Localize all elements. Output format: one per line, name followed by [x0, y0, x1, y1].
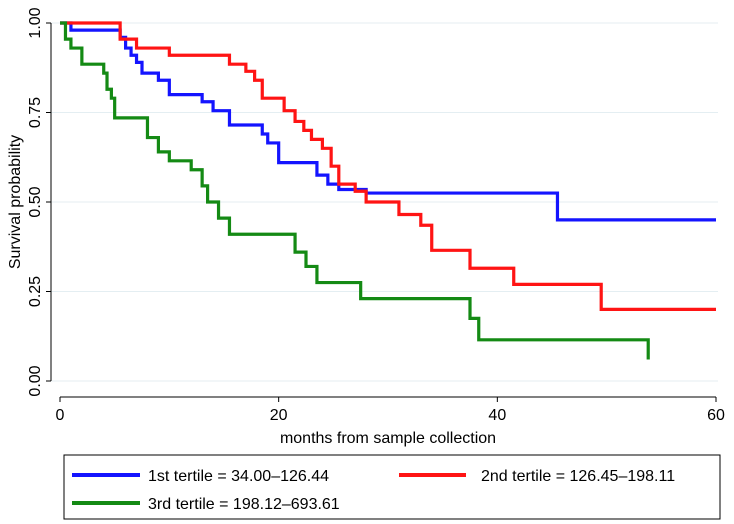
- legend-label-1st-tertile: 1st tertile = 34.00–126.44: [148, 468, 329, 485]
- series-line-3: [60, 21, 650, 360]
- series-line-1: [60, 21, 716, 222]
- y-tick-label: 0.50: [27, 186, 44, 217]
- legend-label-2nd-tertile: 2nd tertile = 126.45–198.11: [481, 468, 675, 485]
- x-ticks: 0 20 40 60: [56, 397, 725, 424]
- x-axis-title: months from sample collection: [280, 430, 496, 447]
- y-ticks: 0.00 0.25 0.50 0.75 1.00: [27, 7, 51, 397]
- legend-label-3rd-tertile: 3rd tertile = 198.12–693.61: [148, 496, 340, 513]
- y-axis-title: Survival probability: [7, 135, 24, 269]
- series-line-2: [60, 21, 716, 311]
- series-layer: [60, 21, 716, 360]
- y-tick-label: 0.25: [27, 276, 44, 307]
- x-tick-label: 20: [270, 407, 288, 424]
- y-tick-label: 0.00: [27, 365, 44, 396]
- legend-box: [63, 454, 721, 520]
- x-tick-label: 40: [488, 407, 506, 424]
- y-tick-label: 0.75: [27, 97, 44, 128]
- y-tick-label: 1.00: [27, 7, 44, 38]
- x-tick-label: 60: [707, 407, 725, 424]
- x-tick-label: 0: [56, 407, 65, 424]
- legend: 1st tertile = 34.00–126.44 2nd tertile =…: [63, 454, 721, 520]
